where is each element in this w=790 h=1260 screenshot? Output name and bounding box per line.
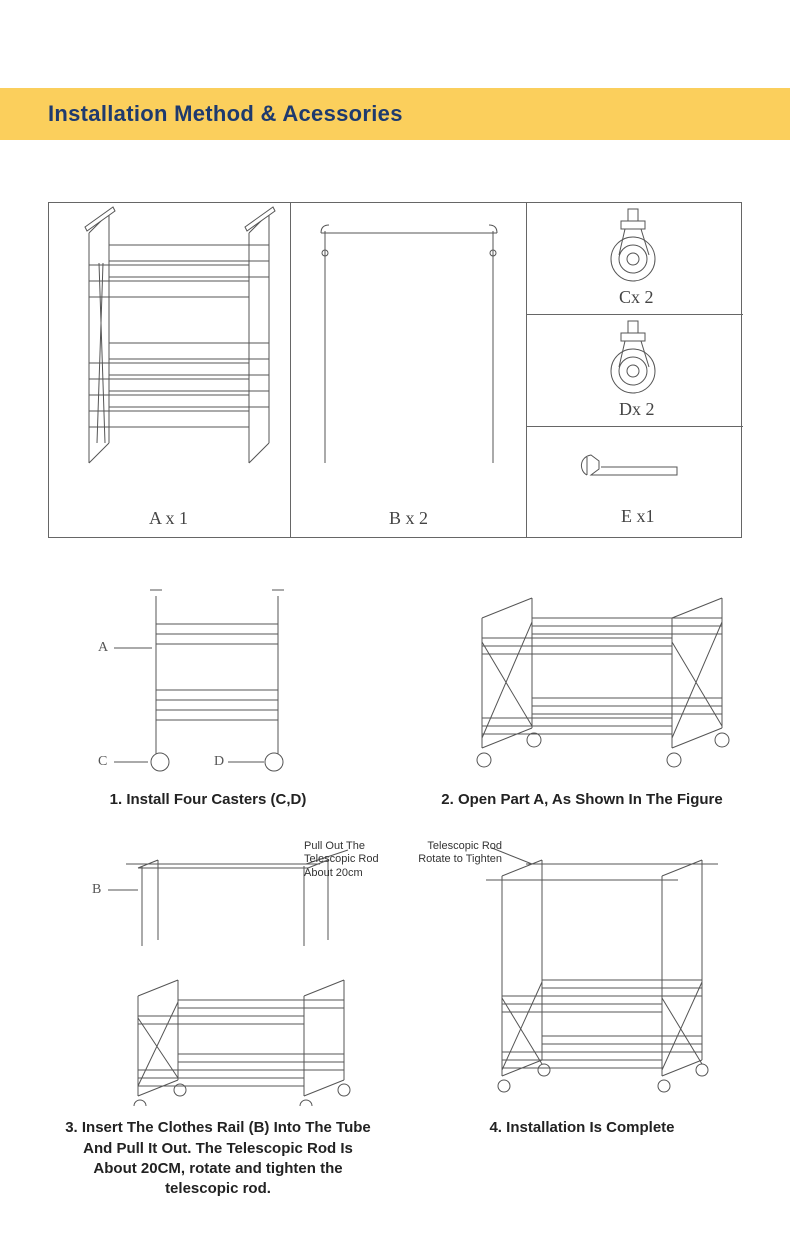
step-row-2: B Pull Out The Telescopic Rod About 20cm… — [48, 846, 742, 1199]
part-a-cell: A x 1 — [49, 203, 291, 537]
step3-callout-pull: Pull Out The Telescopic Rod About 20cm — [304, 840, 394, 880]
part-c-label: Cx 2 — [619, 287, 654, 308]
step-1-caption: 1. Install Four Casters (C,D) — [110, 790, 307, 810]
steps-area: A C D 1. Install Four Casters (C,D) — [48, 578, 742, 1219]
part-d-label: Dx 2 — [619, 399, 655, 420]
part-a-diagram — [49, 203, 291, 503]
part-b-diagram — [291, 203, 527, 503]
step-2-caption: 2. Open Part A, As Shown In The Figure — [441, 790, 722, 810]
step-3-diagram: B Pull Out The Telescopic Rod About 20cm — [48, 846, 388, 1106]
part-b-cell: B x 2 — [291, 203, 527, 537]
step1-annot-c: C — [98, 754, 107, 770]
step-3-caption: 3. Insert The Clothes Rail (B) Into The … — [63, 1118, 373, 1199]
caster-c-icon — [527, 203, 743, 293]
part-e-label: E x1 — [621, 506, 655, 527]
wrench-e-icon — [527, 427, 743, 517]
step4-callout-rotate: Telescopic Rod Rotate to Tighten — [392, 840, 502, 866]
parts-grid: A x 1 B x 2 — [48, 202, 742, 538]
step-row-1: A C D 1. Install Four Casters (C,D) — [48, 578, 742, 810]
step1-annot-d: D — [214, 754, 224, 770]
part-a-label: A x 1 — [149, 508, 188, 529]
page-title: Installation Method & Acessories — [48, 101, 403, 127]
step-4-caption: 4. Installation Is Complete — [489, 1118, 674, 1138]
step-4-diagram: Telescopic Rod Rotate to Tighten — [422, 846, 742, 1106]
step-3: B Pull Out The Telescopic Rod About 20cm… — [48, 846, 388, 1199]
step-1: A C D 1. Install Four Casters (C,D) — [48, 578, 368, 810]
step-1-diagram: A C D — [48, 578, 368, 778]
step-2-diagram — [422, 578, 742, 778]
step3-annot-b: B — [92, 882, 101, 898]
part-e-cell: E x1 — [527, 427, 743, 537]
part-d-cell: Dx 2 — [527, 315, 743, 427]
step-2: 2. Open Part A, As Shown In The Figure — [422, 578, 742, 810]
part-b-label: B x 2 — [389, 508, 428, 529]
step1-annot-a: A — [98, 640, 108, 656]
parts-right-column: Cx 2 Dx 2 E x1 — [527, 203, 743, 537]
step-4: Telescopic Rod Rotate to Tighten 4. Inst… — [422, 846, 742, 1199]
caster-d-icon — [527, 315, 743, 405]
part-c-cell: Cx 2 — [527, 203, 743, 315]
header-band: Installation Method & Acessories — [0, 88, 790, 140]
